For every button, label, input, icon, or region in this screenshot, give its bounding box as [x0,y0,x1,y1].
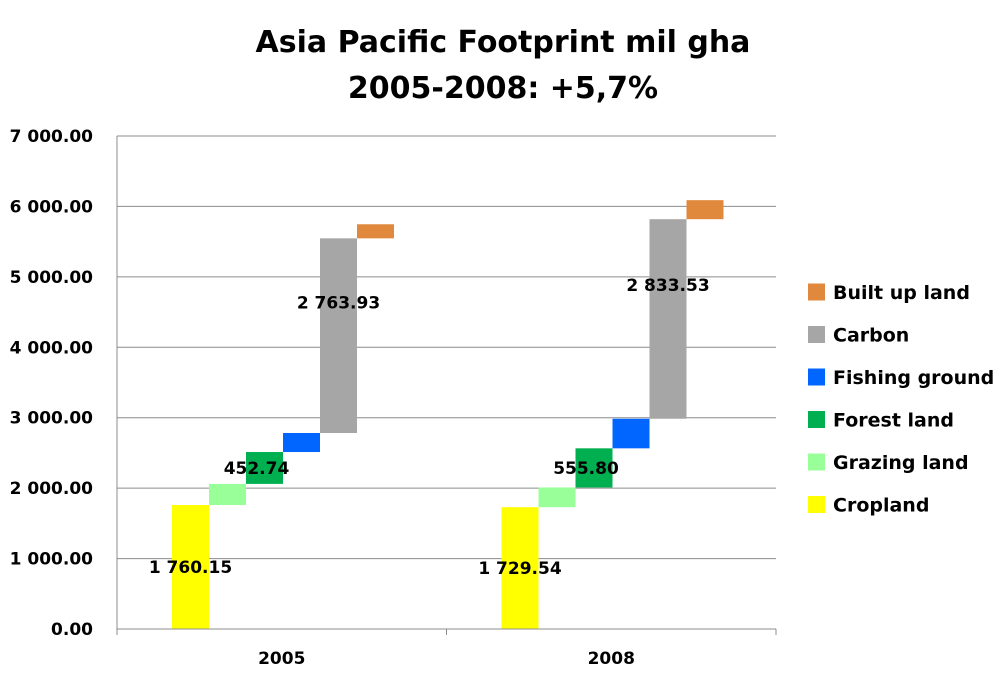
legend-label-forest-land: Forest land [833,410,954,432]
y-tick-label-3: 3 000.00 [10,409,94,429]
legend-label-fishing-ground: Fishing ground [833,367,994,389]
bar-2008-cropland [501,507,539,629]
x-category-label-2008: 2008 [588,649,635,669]
bar-2005-carbon [320,238,357,434]
legend-item-forest-land: Forest land [808,410,954,432]
legend-item-carbon: Carbon [808,325,909,347]
y-tick-label-5: 5 000.00 [10,268,94,288]
chart-title-line-1: Asia Pacific Footprint mil gha [256,25,751,60]
legend-swatch-cropland [808,496,825,513]
bar-2008-forest-land [575,448,613,488]
y-tick-label-2: 2 000.00 [10,479,94,499]
y-tick-label-1: 1 000.00 [10,550,94,570]
legend-swatch-built-up-land [808,283,825,301]
data-labels: 1 760.15 452.74 2 763.93 1 729.54 555.80 2 83… [149,276,710,579]
legend-item-grazing-land: Grazing land [808,452,969,474]
y-tick-label-7: 7 000.00 [10,127,94,147]
bar-2008-built-up-land [686,200,724,220]
y-tick-label-4: 4 000.00 [10,338,94,358]
bar-2005-forest-land [246,452,283,484]
y-tick-label-0: 0.00 [51,620,93,640]
legend-item-built-up-land: Built up land [808,282,970,304]
x-category-label-2005: 2005 [258,649,305,669]
legend-label-carbon: Carbon [833,325,909,347]
legend-label-cropland: Cropland [833,495,929,517]
chart-title-line-2: 2005-2008: +5,7% [348,71,658,106]
data-label-2008-cropland: 1 729.54 [478,559,562,579]
chart-title: Asia Pacific Footprint mil gha 2005-2008… [256,25,751,106]
legend: Built up land Carbon Fishing ground Forest … [808,282,994,517]
bar-2005-cropland [172,505,209,629]
axes [116,136,777,635]
bar-segments [172,200,724,629]
bar-2008-fishing-ground [612,418,650,449]
legend-item-cropland: Cropland [808,495,929,517]
x-category-labels: 2005 2008 [258,649,635,669]
legend-swatch-grazing-land [808,453,825,471]
legend-label-grazing-land: Grazing land [833,452,969,474]
legend-swatch-forest-land [808,411,825,428]
bar-2008-grazing-land [538,487,576,508]
legend-swatch-carbon [808,326,825,343]
y-tick-label-6: 6 000.00 [10,197,94,217]
bar-2005-fishing-ground [283,433,320,453]
y-tick-labels: 0.00 1 000.00 2 000.00 3 000.00 4 000.00 5 00… [10,127,94,640]
data-label-2005-carbon: 2 763.93 [297,293,380,313]
data-label-2005-cropland: 1 760.15 [149,558,232,578]
data-label-2008-forest-land: 555.80 [553,459,619,479]
bar-2005-built-up-land [357,224,394,239]
bar-2005-grazing-land [209,483,246,506]
legend-item-fishing-ground: Fishing ground [808,367,994,389]
legend-swatch-fishing-ground [808,368,825,386]
bar-2008-carbon [649,219,687,419]
data-label-2008-carbon: 2 833.53 [626,276,709,296]
data-label-2005-forest-land: 452.74 [224,459,290,479]
legend-label-built-up-land: Built up land [833,282,970,304]
